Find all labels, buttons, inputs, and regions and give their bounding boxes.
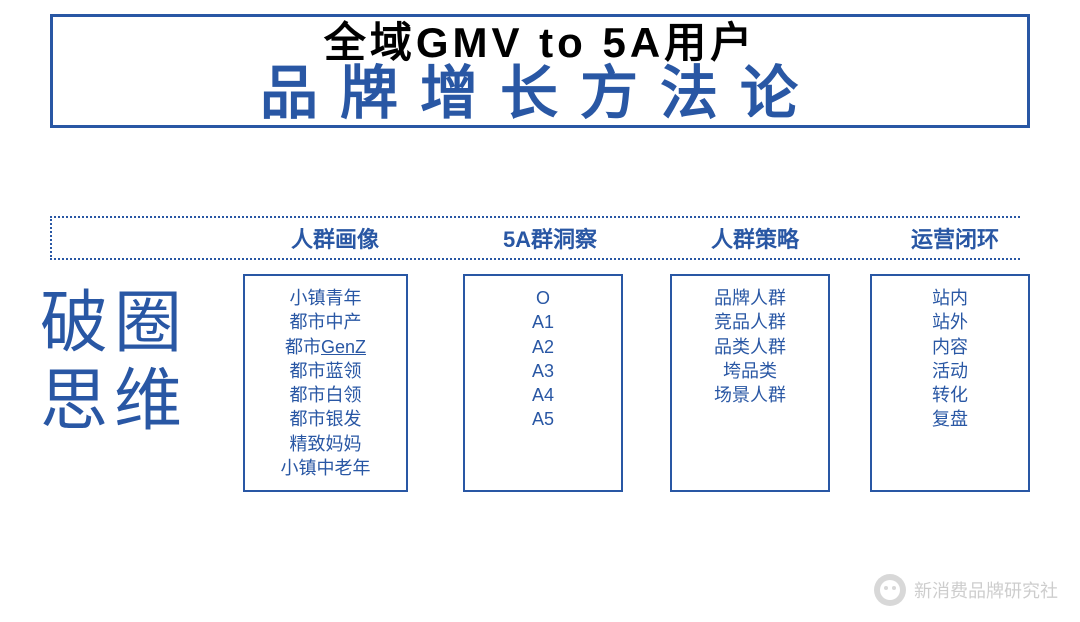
wechat-icon (874, 574, 906, 606)
list-item: 品牌人群 (680, 286, 820, 310)
watermark: 新消费品牌研究社 (874, 574, 1058, 606)
title-line2: 品牌增长方法论 (63, 65, 1017, 123)
list-item: 都市蓝领 (253, 359, 398, 383)
title-line1: 全域GMV to 5A用户 (63, 21, 1017, 65)
list-item: 站外 (880, 310, 1020, 334)
list-item: 都市中产 (253, 310, 398, 334)
list-item: O (473, 286, 613, 310)
list-item: A5 (473, 407, 613, 431)
list-item: 垮品类 (680, 359, 820, 383)
list-item: 都市银发 (253, 407, 398, 431)
list-item: 内容 (880, 335, 1020, 359)
list-item: 都市GenZ (253, 335, 398, 359)
list-item: 精致妈妈 (253, 432, 398, 456)
header-3: 运营闭环 (860, 222, 1050, 254)
list-item: 场景人群 (680, 383, 820, 407)
list-item: 都市白领 (253, 383, 398, 407)
list-item: 小镇中老年 (253, 456, 398, 480)
list-item: 复盘 (880, 407, 1020, 431)
column-0: 小镇青年都市中产都市GenZ都市蓝领都市白领都市银发精致妈妈小镇中老年 (243, 274, 408, 492)
header-1: 5A群洞察 (450, 222, 650, 254)
columns-container: 小镇青年都市中产都市GenZ都市蓝领都市白领都市银发精致妈妈小镇中老年 OA1A… (0, 274, 1080, 514)
list-item: A3 (473, 359, 613, 383)
list-item: 品类人群 (680, 335, 820, 359)
header-2: 人群策略 (660, 222, 850, 254)
process-arrow: 人群画像 5A群洞察 人群策略 运营闭环 (50, 216, 1060, 260)
list-item: 站内 (880, 286, 1020, 310)
column-1: OA1A2A3A4A5 (463, 274, 623, 492)
list-item: A4 (473, 383, 613, 407)
list-item: A2 (473, 335, 613, 359)
header-0: 人群画像 (240, 222, 430, 254)
list-item: A1 (473, 310, 613, 334)
list-item: 竞品人群 (680, 310, 820, 334)
column-2: 品牌人群竞品人群品类人群垮品类场景人群 (670, 274, 830, 492)
list-item: 小镇青年 (253, 286, 398, 310)
list-item: 转化 (880, 383, 1020, 407)
column-headers: 人群画像 5A群洞察 人群策略 运营闭环 (50, 216, 1020, 260)
list-item: 活动 (880, 359, 1020, 383)
title-box: 全域GMV to 5A用户 品牌增长方法论 (50, 14, 1030, 128)
column-3: 站内站外内容活动转化复盘 (870, 274, 1030, 492)
watermark-text: 新消费品牌研究社 (914, 577, 1058, 603)
